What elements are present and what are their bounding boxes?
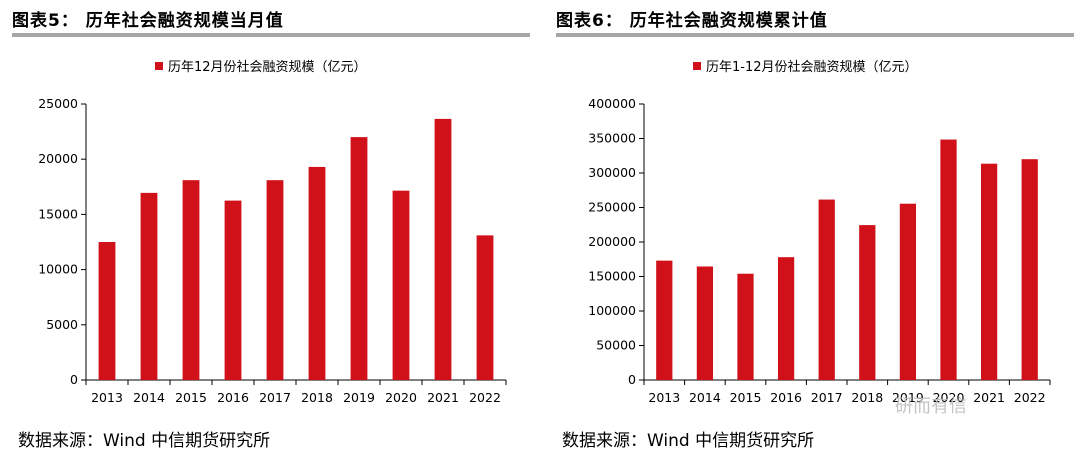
x-tick-label: 2021 [973,390,1005,405]
y-tick-label: 150000 [588,269,636,284]
bar-2014 [696,266,714,380]
x-tick-label: 2014 [689,390,721,405]
y-tick-label: 25000 [38,96,78,111]
figure-title: 图表6： 历年社会融资规模累计值 [556,11,828,31]
y-tick-label: 100000 [588,303,636,318]
x-tick-label: 2018 [301,390,333,405]
x-tick-label: 2019 [343,390,375,405]
y-tick-label: 400000 [588,96,636,111]
y-tick-label: 250000 [588,200,636,215]
bar-2015 [737,273,754,380]
y-tick-label: 0 [628,372,636,387]
x-tick-label: 2017 [811,390,843,405]
bar-2018 [308,166,326,380]
y-tick-label: 5000 [46,317,78,332]
x-tick-label: 2018 [851,390,883,405]
x-tick-label: 2022 [469,390,501,405]
x-tick-label: 2020 [385,390,417,405]
y-tick-label: 15000 [38,206,78,221]
source-note: 数据来源：Wind 中信期货研究所 [562,431,815,451]
bar-2015 [182,180,200,380]
bar-2016 [777,257,795,380]
bar-2021 [434,118,452,381]
bar-2018 [859,225,876,380]
bar-2022 [476,235,494,380]
bar-2022 [1021,159,1038,380]
x-tick-label: 2017 [259,390,291,405]
bar-2020 [940,139,957,380]
bar-2017 [266,180,284,380]
x-tick-label: 2013 [648,390,680,405]
y-tick-label: 350000 [588,131,636,146]
title-rule [556,33,1074,37]
source-note: 数据来源：Wind 中信期货研究所 [18,431,271,451]
legend-label: 历年12月份社会融资规模（亿元） [168,59,367,75]
x-tick-label: 2016 [217,390,249,405]
chart-panel-monthly: 图表5： 历年社会融资规模当月值 历年12月份社会融资规模（亿元） 0 5000 1… [12,0,532,453]
y-tick-label: 300000 [588,165,636,180]
bar-chart-cumulative: 历年1-12月份社会融资规模（亿元） 0 50000 100000 150000 200… [588,59,1051,405]
legend-swatch [693,62,701,70]
figure-title: 图表5： 历年社会融资规模当月值 [12,11,284,31]
x-tick-label: 2019 [892,390,924,405]
bar-2019 [899,203,917,380]
bar-2013 [98,242,116,380]
y-tick-label: 50000 [596,338,636,353]
y-tick-label: 0 [70,372,78,387]
x-tick-label: 2013 [91,390,123,405]
watermark: 研而有信 [895,396,967,417]
legend-label: 历年1-12月份社会融资规模（亿元） [706,59,918,75]
legend-swatch [155,62,163,70]
bar-2014 [140,192,158,380]
y-tick-label: 10000 [38,262,78,277]
x-tick-label: 2020 [933,390,965,405]
bar-2016 [224,200,242,380]
bar-chart-monthly: 历年12月份社会融资规模（亿元） 0 5000 10000 15000 20000 250… [38,59,507,405]
bar-2021 [980,163,998,380]
bar-2017 [818,199,835,380]
title-rule [12,33,530,37]
bar-2020 [392,190,410,380]
y-tick-label: 200000 [588,234,636,249]
bar-2019 [350,137,368,380]
x-tick-label: 2015 [175,390,207,405]
y-tick-label: 20000 [38,151,78,166]
x-tick-label: 2015 [730,390,762,405]
x-tick-label: 2016 [770,390,802,405]
x-tick-label: 2014 [133,390,165,405]
x-tick-label: 2022 [1014,390,1046,405]
x-tick-label: 2021 [427,390,459,405]
chart-panel-cumulative: 图表6： 历年社会融资规模累计值 历年1-12月份社会融资规模（亿元） 0 500… [556,0,1076,453]
bar-2013 [656,260,673,380]
